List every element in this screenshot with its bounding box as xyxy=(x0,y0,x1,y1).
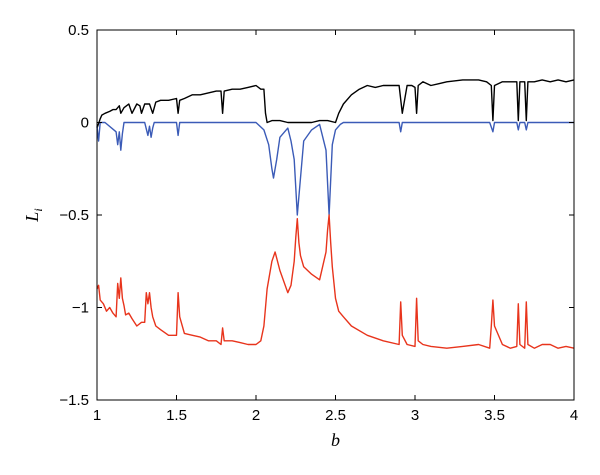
x-tick-label: 1.5 xyxy=(166,407,187,424)
y-tick-label: 0 xyxy=(81,115,89,132)
series-line-lower xyxy=(96,214,575,349)
x-tick-label: 2.5 xyxy=(325,407,346,424)
y-tick-label: −0.5 xyxy=(59,207,89,224)
y-axis-label-base: L xyxy=(22,212,42,223)
x-tick-label: 3 xyxy=(411,407,419,424)
series-line-upper xyxy=(96,79,575,129)
ticks-layer: 1 1.5 2 2.5 3 3.5 4 −1.5 −1 −0.5 0 0.5 xyxy=(59,22,578,424)
x-tick-label: 1 xyxy=(93,407,101,424)
y-tick-label: −1.5 xyxy=(59,392,89,409)
y-axis-label: Li xyxy=(22,208,45,222)
y-tick-label: 0.5 xyxy=(68,22,89,39)
x-tick-label: 2 xyxy=(252,407,260,424)
x-tick-label: 3.5 xyxy=(484,407,505,424)
x-axis-label: b xyxy=(331,430,340,450)
y-axis-label-subscript: i xyxy=(31,208,45,211)
series-layer xyxy=(96,79,575,349)
series-line-middle xyxy=(96,121,574,216)
x-tick-label: 4 xyxy=(570,407,578,424)
y-tick-label: −1 xyxy=(72,300,89,317)
